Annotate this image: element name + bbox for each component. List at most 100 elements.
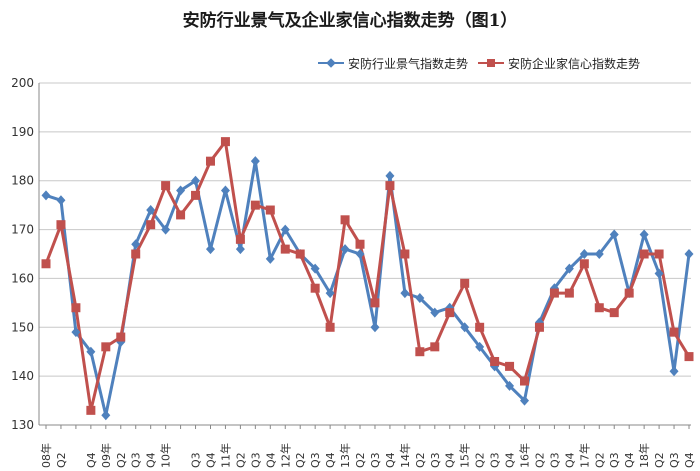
series-1-point (609, 308, 619, 318)
legend-swatch-confidence (478, 56, 505, 70)
series-0-point (684, 249, 694, 259)
x-tick-label: Q3 (309, 452, 322, 468)
series-0-point (385, 170, 395, 181)
x-tick-label: Q4 (504, 452, 517, 468)
series-0-point (654, 268, 664, 279)
series-0-point (101, 410, 111, 421)
y-tick-label-160: 160 (11, 271, 34, 285)
series-1-point (325, 322, 335, 332)
series-1-point (340, 215, 350, 225)
series-1-point (594, 303, 604, 313)
x-tick-label: Q3 (429, 452, 442, 468)
series-0-point (220, 185, 230, 196)
series-0-point (205, 244, 215, 255)
series-0-point (280, 224, 290, 235)
series-1-point (265, 205, 275, 215)
x-tick-label: 15年 (458, 443, 472, 468)
series-1-point (131, 249, 141, 259)
chart-legend: 安防行业景气指数走势 安防企业家信心指数走势 (318, 54, 650, 72)
series-0-point (265, 253, 275, 264)
y-tick-label-170: 170 (11, 223, 34, 237)
series-0-point (594, 249, 604, 259)
x-tick-label: Q2 (55, 452, 68, 468)
series-0-point (400, 288, 410, 299)
x-tick-label: Q4 (444, 452, 457, 468)
y-tick-label-140: 140 (11, 369, 34, 383)
y-tick-label-200: 200 (11, 76, 34, 90)
series-line-0 (45, 159, 691, 417)
series-1-point (579, 259, 589, 269)
series-1-point (549, 288, 559, 298)
x-tick-label: Q3 (190, 452, 203, 468)
x-tick-label: Q4 (324, 452, 337, 468)
series-0-point (430, 307, 440, 318)
series-1-point (116, 332, 126, 342)
x-tick-label: Q3 (548, 452, 561, 468)
series-1-point (250, 200, 260, 210)
x-tick-label: Q4 (85, 452, 98, 468)
x-tick-label: 14年 (398, 443, 412, 468)
x-tick-label: Q2 (474, 452, 487, 468)
x-tick-label: Q3 (489, 452, 502, 468)
y-tick-label-130: 130 (11, 418, 34, 432)
series-0-point (325, 288, 335, 299)
series-0-point (415, 292, 425, 303)
series-1-point (41, 259, 51, 269)
x-tick-label: 08年 (39, 443, 53, 468)
series-1-point (520, 376, 530, 386)
series-1-point (205, 156, 215, 166)
series-0-point (564, 263, 574, 274)
x-tick-label: 13年 (338, 443, 352, 468)
x-tick-label: 16年 (518, 443, 532, 468)
series-1-point (430, 342, 440, 352)
series-0-point (460, 322, 470, 333)
series-1-point (235, 234, 245, 244)
series-0-point (131, 239, 141, 250)
series-0-point (355, 249, 365, 259)
series-1-point (415, 347, 425, 357)
legend-label-confidence: 安防企业家信心指数走势 (508, 56, 641, 71)
series-0-point (191, 175, 201, 186)
series-1-point (534, 322, 544, 332)
series-1-point (220, 137, 230, 147)
series-1-point (310, 283, 320, 293)
x-tick-label: Q3 (369, 452, 382, 468)
series-1-point (295, 249, 305, 259)
y-tick-label-190: 190 (11, 125, 34, 139)
series-line-1 (44, 140, 691, 412)
series-1-point (385, 181, 395, 191)
x-tick-label: Q2 (414, 452, 427, 468)
series-1-point (101, 342, 111, 352)
legend-swatch-industry (318, 56, 344, 70)
series-1-point (475, 322, 485, 332)
series-0-point (176, 185, 186, 196)
series-0-point (250, 156, 260, 167)
series-1-point (639, 249, 649, 259)
x-tick-label: Q2 (593, 452, 606, 468)
x-tick-label: 09年 (99, 443, 113, 468)
series-1-point (460, 278, 470, 288)
x-tick-label: Q4 (145, 452, 158, 468)
x-tick-label: 11年 (218, 443, 232, 468)
series-0-point (235, 244, 245, 255)
x-tick-label: Q2 (354, 452, 367, 468)
series-1-point (684, 352, 694, 362)
series-1-point (191, 190, 201, 200)
series-0-point (579, 249, 589, 259)
series-1-point (669, 327, 679, 337)
series-0-point (310, 263, 320, 274)
x-tick-label: Q2 (234, 452, 247, 468)
x-tick-label: 12年 (278, 443, 292, 468)
series-0-point (340, 244, 350, 255)
y-tick-label-150: 150 (11, 320, 34, 334)
series-0-point (146, 205, 156, 216)
x-tick-label: Q4 (563, 452, 576, 468)
series-1-point (400, 249, 410, 259)
legend-item-industry: 安防行业景气指数走势 (318, 55, 468, 72)
series-0-point (669, 366, 679, 377)
series-1-point (56, 220, 66, 230)
x-tick-label: Q2 (115, 452, 128, 468)
series-0-point (41, 190, 51, 201)
series-1-point (86, 405, 96, 415)
